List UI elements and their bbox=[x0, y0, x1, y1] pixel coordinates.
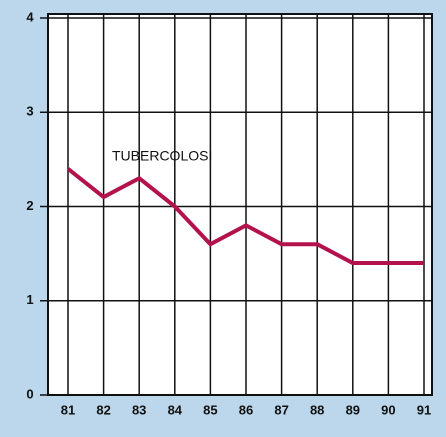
y-tick-label: 2 bbox=[26, 198, 33, 213]
x-tick-label: 82 bbox=[96, 402, 110, 417]
y-tick-label: 4 bbox=[26, 9, 34, 24]
x-tick-label: 90 bbox=[381, 402, 395, 417]
data-line bbox=[66, 167, 424, 266]
x-tick-label: 87 bbox=[274, 402, 288, 417]
x-tick-label: 88 bbox=[310, 402, 324, 417]
y-tick-label: 3 bbox=[26, 104, 33, 119]
x-tick-label: 91 bbox=[417, 402, 431, 417]
x-tick-label: 89 bbox=[346, 402, 360, 417]
x-tick-label: 85 bbox=[203, 402, 217, 417]
annotation: TUBERCOLOSI bbox=[112, 148, 212, 164]
x-tick-label: 83 bbox=[132, 402, 146, 417]
y-tick-label: 0 bbox=[26, 386, 33, 401]
x-tick-label: 81 bbox=[61, 402, 75, 417]
plot-area bbox=[47, 13, 433, 396]
y-tick-label: 1 bbox=[26, 292, 33, 307]
x-tick-label: 84 bbox=[168, 402, 183, 417]
x-tick-label: 86 bbox=[239, 402, 253, 417]
